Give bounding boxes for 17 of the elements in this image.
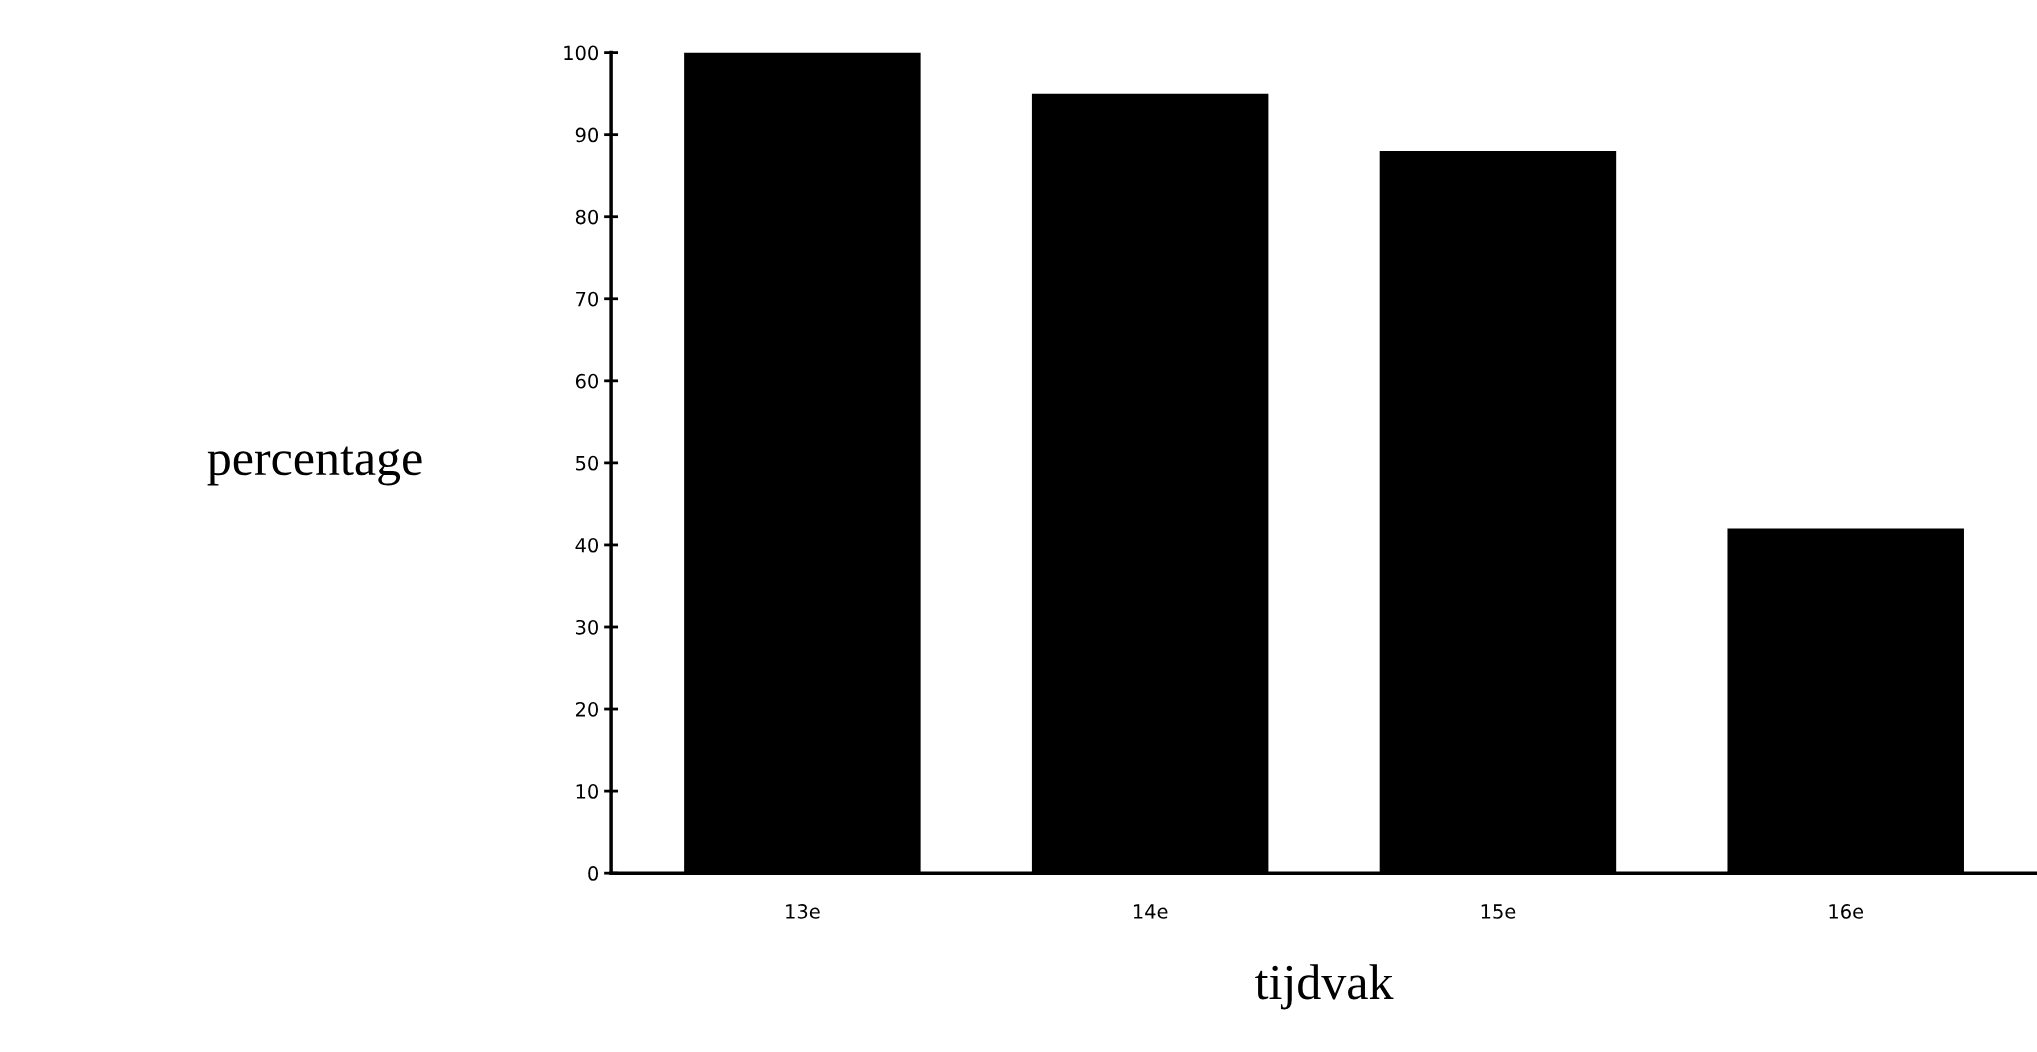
y-tick-label: 100: [564, 45, 598, 61]
y-tick-label: 50: [576, 455, 598, 471]
x-tick-label: 13e: [786, 904, 820, 919]
y-tick-label: 70: [576, 291, 598, 307]
x-tick-label: 15e: [1481, 904, 1516, 919]
y-tick-label: 60: [575, 373, 598, 389]
y-tick-label: 10: [576, 784, 598, 799]
y-tick-label: 90: [575, 127, 598, 143]
y-axis-title: percentage: [207, 446, 422, 486]
y-tick-label: 40: [575, 537, 598, 553]
y-tick-label: 80: [575, 209, 598, 225]
x-axis-title: tijdvak: [1255, 964, 1394, 1010]
x-tick-label: 14e: [1133, 904, 1168, 919]
x-tick-label: 16e: [1829, 904, 1864, 919]
y-tick-label: 0: [588, 866, 598, 881]
y-tick-label: 30: [576, 619, 598, 635]
y-tick-label: 20: [575, 702, 598, 717]
